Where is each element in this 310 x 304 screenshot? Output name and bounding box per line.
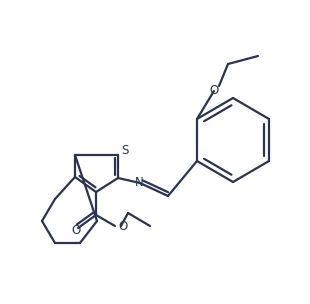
- Text: O: O: [71, 223, 81, 237]
- Text: N: N: [135, 177, 143, 189]
- Text: O: O: [118, 219, 128, 233]
- Text: O: O: [209, 85, 219, 98]
- Text: S: S: [121, 144, 129, 157]
